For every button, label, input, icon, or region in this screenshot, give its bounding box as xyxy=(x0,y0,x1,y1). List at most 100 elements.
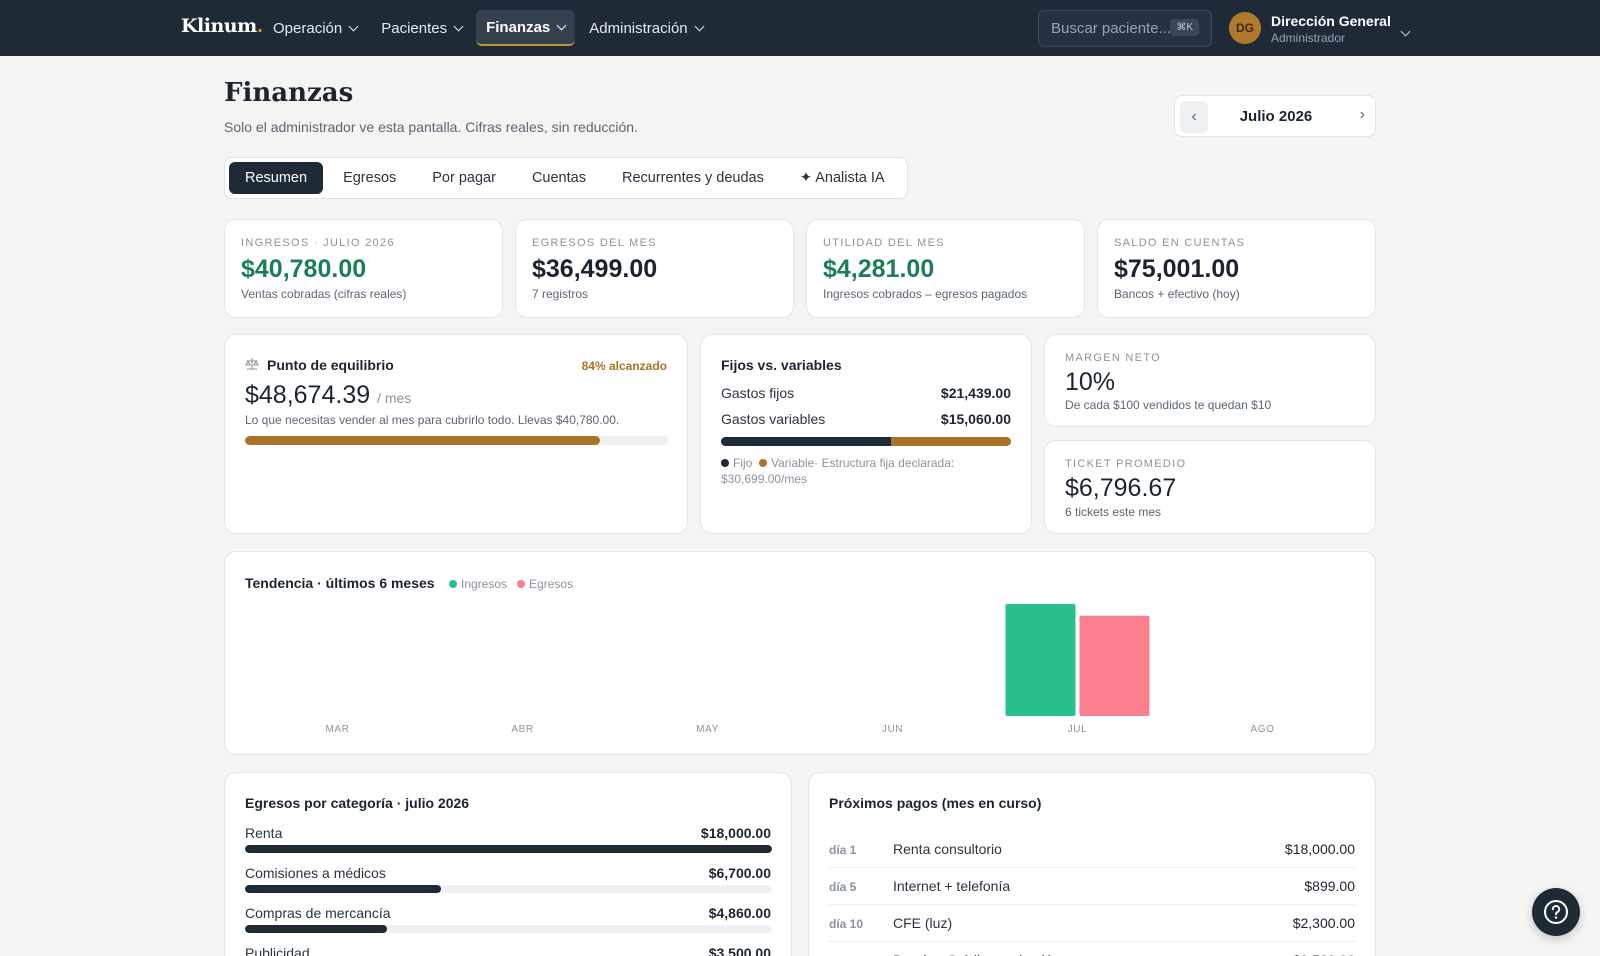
nav-item-operacion[interactable]: Operación xyxy=(263,10,367,46)
fixed-structure-note: · Estructura fija declarada: $30,699.00/… xyxy=(721,456,955,486)
variable-value: $15,060.00 xyxy=(940,411,1011,427)
fixed-segment xyxy=(721,437,892,446)
income-bar[interactable] xyxy=(1005,604,1076,716)
user-role: Administrador xyxy=(1271,31,1346,45)
breakeven-amount-row: $48,674.39 / mes xyxy=(245,381,411,410)
next-month-button[interactable]: › xyxy=(1359,106,1365,123)
category-bar-fill xyxy=(245,885,442,893)
breakeven-progress-fill xyxy=(245,436,601,445)
x-tick-label: MAR xyxy=(325,724,349,735)
fixed-vs-variable-title: Fijos vs. variables xyxy=(721,357,842,373)
tab-analista-ia[interactable]: ✦ Analista IA xyxy=(799,170,885,186)
search-input[interactable] xyxy=(1051,20,1171,37)
kpi-label: EGRESOS DEL MES xyxy=(532,237,657,249)
chevron-down-icon xyxy=(694,21,705,31)
x-tick-label: JUN xyxy=(882,724,903,735)
payment-day: día 5 xyxy=(829,880,857,894)
breakeven-value: $48,674.39 xyxy=(245,381,371,409)
margin-sub: De cada $100 vendidos te quedan $10 xyxy=(1065,398,1272,412)
nav-item-finanzas[interactable]: Finanzas xyxy=(476,10,576,46)
breakeven-title: Punto de equilibrio xyxy=(267,357,394,373)
ticket-card: TICKET PROMEDIO $6,796.67 6 tickets este… xyxy=(1044,440,1376,534)
payment-concept: CFE (luz) xyxy=(893,915,953,931)
tab-recurrentes[interactable]: Recurrentes y deudas xyxy=(621,170,764,186)
tab-egresos[interactable]: Egresos xyxy=(343,170,397,186)
kpi-card-egresos: EGRESOS DEL MES $36,499.00 7 registros xyxy=(515,219,794,318)
income-legend-dot xyxy=(449,580,457,588)
category-bar-fill xyxy=(245,845,772,853)
nav-item-pacientes[interactable]: Pacientes xyxy=(371,10,472,46)
kpi-label: SALDO EN CUENTAS xyxy=(1114,237,1246,249)
fixed-value: $21,439.00 xyxy=(940,385,1011,401)
row-divider xyxy=(829,941,1355,942)
variable-segment xyxy=(891,437,1011,446)
chevron-down-icon xyxy=(556,20,567,30)
kpi-label: INGRESOS · JULIO 2026 xyxy=(241,237,395,249)
fixed-variable-legend: Fijo Variable· Estructura fija declarada… xyxy=(721,455,1011,487)
category-value: $3,500.00 xyxy=(708,945,771,956)
payment-row[interactable]: día 5 Internet + telefonía $899.00 xyxy=(809,868,1375,905)
payment-row[interactable]: día 15 Deuda · Crédito equipo láser $9,500… xyxy=(809,942,1375,956)
payment-concept: Deuda · Crédito equipo láser xyxy=(893,952,1072,956)
breakeven-note: Lo que necesitas vender al mes para cubr… xyxy=(245,413,620,427)
breakeven-badge: 84% alcanzado xyxy=(581,359,667,373)
kpi-label: UTILIDAD DEL MES xyxy=(823,237,945,249)
upcoming-payments-title: Próximos pagos (mes en curso) xyxy=(829,795,1042,811)
kpi-value: $40,780.00 xyxy=(241,255,367,283)
fixed-label: Gastos fijos xyxy=(721,385,795,401)
category-label: Compras de mercancía xyxy=(245,905,391,921)
expense-categories-card: Egresos por categoría · julio 2026 Renta… xyxy=(224,772,792,956)
month-picker: ‹ Julio 2026 › xyxy=(1174,95,1376,137)
trend-legend: Ingresos Egresos xyxy=(449,577,573,591)
payment-day: día 1 xyxy=(829,843,857,857)
category-label: Renta xyxy=(245,825,283,841)
variable-legend-dot xyxy=(759,459,768,467)
upcoming-payments-card: Próximos pagos (mes en curso) día 1 Renta… xyxy=(808,772,1376,956)
page-subtitle: Solo el administrador ve esta pantalla. … xyxy=(224,119,638,135)
ticket-label: TICKET PROMEDIO xyxy=(1065,458,1187,470)
row-divider xyxy=(829,867,1355,868)
fixed-legend-dot xyxy=(721,459,729,467)
nav-item-administracion[interactable]: Administración xyxy=(579,10,712,46)
category-label: Comisiones a médicos xyxy=(245,865,386,881)
payment-concept: Internet + telefonía xyxy=(893,878,1011,894)
margin-label: MARGEN NETO xyxy=(1065,352,1161,364)
expense-bar[interactable] xyxy=(1079,615,1150,716)
app-logo[interactable]: Klinum. xyxy=(181,15,263,37)
payment-concept: Renta consultorio xyxy=(893,841,1002,857)
finance-tabs: Resumen Egresos Por pagar Cuentas Recurr… xyxy=(224,157,908,199)
payment-day: día 15 xyxy=(829,954,863,956)
expense-legend-dot xyxy=(517,580,526,588)
tab-por-pagar[interactable]: Por pagar xyxy=(432,170,496,186)
shortcut-badge: ⌘K xyxy=(1170,19,1199,36)
tab-resumen[interactable]: Resumen xyxy=(229,162,324,194)
variable-legend-label: Variable xyxy=(771,456,815,470)
kpi-sub: Ingresos cobrados – egresos pagados xyxy=(823,287,1028,301)
payment-row[interactable]: día 1 Renta consultorio $18,000.00 xyxy=(809,831,1375,868)
search-box: ⌘K xyxy=(1038,10,1212,47)
kpi-card-utilidad: UTILIDAD DEL MES $4,281.00 Ingresos cobr… xyxy=(806,219,1085,318)
category-bar xyxy=(245,925,772,933)
kpi-sub: Bancos + efectivo (hoy) xyxy=(1114,287,1240,301)
expense-categories-title: Egresos por categoría · julio 2026 xyxy=(245,795,470,811)
fixed-legend-label: Fijo xyxy=(733,456,753,470)
variable-label: Gastos variables xyxy=(721,411,826,427)
scale-icon xyxy=(245,357,259,376)
top-nav-bar: Klinum. Operación Pacientes Finanzas Adm… xyxy=(0,0,1600,56)
user-menu-chevron-icon[interactable] xyxy=(1400,22,1411,40)
payment-amount: $899.00 xyxy=(1304,878,1355,894)
tab-cuentas[interactable]: Cuentas xyxy=(531,170,586,186)
fixed-vs-variable-card: Fijos vs. variables Gastos fijos $21,439… xyxy=(700,334,1032,534)
kpi-sub: Ventas cobradas (cifras reales) xyxy=(241,287,407,301)
x-tick-label: JUL xyxy=(1068,724,1088,735)
help-button[interactable] xyxy=(1532,888,1580,936)
user-name[interactable]: Dirección General xyxy=(1271,13,1391,29)
prev-month-button[interactable]: ‹ xyxy=(1180,101,1208,133)
expense-legend-label: Egresos xyxy=(529,577,574,591)
avatar[interactable]: DG xyxy=(1229,12,1261,44)
payment-row[interactable]: día 10 CFE (luz) $2,300.00 xyxy=(809,905,1375,942)
category-value: $6,700.00 xyxy=(708,865,771,881)
income-legend-label: Ingresos xyxy=(461,577,508,591)
trend-chart-title: Tendencia · últimos 6 meses xyxy=(245,575,435,591)
fixed-variable-bar xyxy=(721,437,1011,446)
